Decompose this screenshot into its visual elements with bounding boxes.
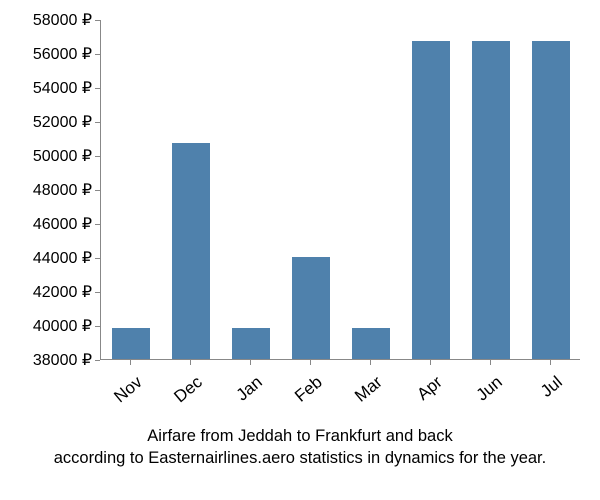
caption-line-1: Airfare from Jeddah to Frankfurt and bac… <box>147 427 452 445</box>
x-tick-mark <box>370 360 371 365</box>
y-tick-label: 48000 ₽ <box>33 180 92 200</box>
bar <box>472 41 509 359</box>
bar <box>412 41 449 359</box>
x-tick-label: Mar <box>343 372 386 413</box>
x-tick-mark <box>130 360 131 365</box>
x-tick-label: Jun <box>463 372 506 413</box>
y-tick-label: 50000 ₽ <box>33 146 92 166</box>
x-tick-mark <box>550 360 551 365</box>
x-tick-label: Feb <box>283 372 326 413</box>
bar <box>352 328 389 359</box>
y-axis: 38000 ₽40000 ₽42000 ₽44000 ₽46000 ₽48000… <box>10 20 100 360</box>
y-tick-label: 58000 ₽ <box>33 10 92 30</box>
airfare-bar-chart: 38000 ₽ 40000 ₽ 42000 ₽ 44000 ₽ 46000 ₽ 48000… <box>10 20 590 480</box>
bar <box>112 328 149 359</box>
x-tick-mark <box>430 360 431 365</box>
y-tick-label: 56000 ₽ <box>33 44 92 64</box>
bar <box>232 328 269 359</box>
y-tick-label: 46000 ₽ <box>33 214 92 234</box>
caption-line-2: according to Easternairlines.aero statis… <box>54 449 546 467</box>
x-tick-label: Jan <box>223 372 266 413</box>
x-tick-mark <box>190 360 191 365</box>
x-tick-label: Jul <box>523 372 566 413</box>
x-tick-mark <box>250 360 251 365</box>
x-tick-mark <box>490 360 491 365</box>
y-tick-label: 54000 ₽ <box>33 78 92 98</box>
bar <box>292 257 329 359</box>
bars-region <box>101 20 580 359</box>
x-tick-label: Dec <box>163 372 206 413</box>
x-tick-label: Apr <box>403 372 446 413</box>
x-tick-label: Nov <box>103 372 146 413</box>
plot-area <box>100 20 580 360</box>
y-tick-label: 44000 ₽ <box>33 248 92 268</box>
bar <box>172 143 209 359</box>
y-tick-label: 42000 ₽ <box>33 282 92 302</box>
x-axis: Nov Dec Jan Feb Mar Apr Jun Jul <box>100 360 580 420</box>
bar <box>532 41 569 359</box>
chart-caption: Airfare from Jeddah to Frankfurt and bac… <box>10 425 590 470</box>
y-tick-label: 38000 ₽ <box>33 350 92 370</box>
y-tick-label: 52000 ₽ <box>33 112 92 132</box>
y-tick-label: 40000 ₽ <box>33 316 92 336</box>
x-tick-mark <box>310 360 311 365</box>
